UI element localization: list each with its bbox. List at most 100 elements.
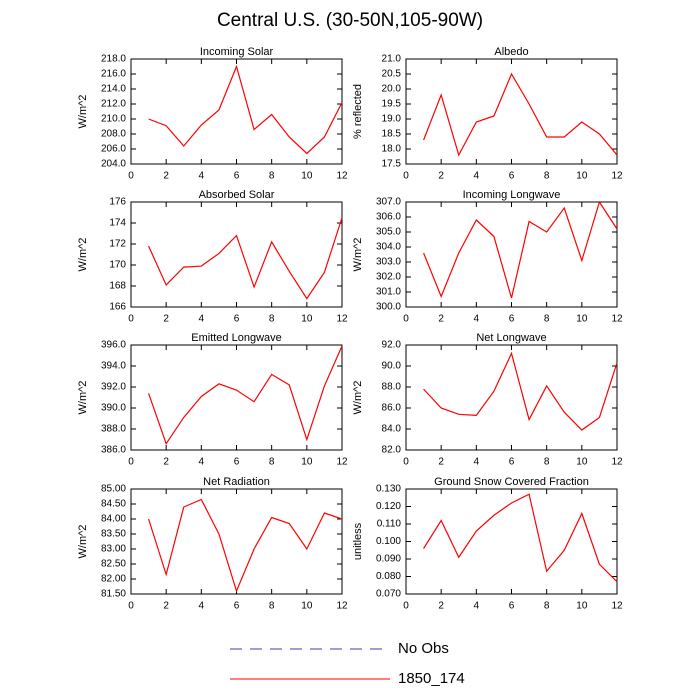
x-tick-label: 2 bbox=[438, 457, 444, 468]
x-tick-label: 12 bbox=[611, 601, 623, 612]
y-tick-label: 302.0 bbox=[376, 272, 401, 283]
y-tick-label: 0.110 bbox=[377, 519, 402, 530]
y-tick-label: 176 bbox=[109, 197, 126, 208]
y-tick-label: 301.0 bbox=[376, 287, 401, 298]
x-tick-label: 4 bbox=[474, 171, 480, 182]
y-tick-label: 388.0 bbox=[101, 424, 126, 435]
x-tick-label: 8 bbox=[544, 601, 550, 612]
panel-title: Emitted Longwave bbox=[191, 332, 282, 344]
y-tick-label: 174 bbox=[109, 218, 126, 229]
panel-title: Ground Snow Covered Fraction bbox=[434, 476, 589, 488]
y-tick-label: 88.0 bbox=[382, 382, 402, 393]
y-tick-label: 206.0 bbox=[101, 144, 126, 155]
y-tick-label: 83.50 bbox=[101, 529, 126, 540]
y-tick-label: 19.5 bbox=[382, 99, 402, 110]
y-axis-label: W/m^2 bbox=[352, 381, 364, 415]
y-tick-label: 303.0 bbox=[376, 257, 401, 268]
y-tick-label: 19.0 bbox=[382, 114, 402, 125]
x-tick-label: 4 bbox=[199, 171, 205, 182]
x-tick-label: 12 bbox=[611, 314, 623, 325]
x-tick-label: 0 bbox=[403, 171, 409, 182]
x-tick-label: 10 bbox=[576, 314, 588, 325]
y-tick-label: 172 bbox=[109, 239, 126, 250]
y-tick-label: 0.100 bbox=[376, 536, 401, 547]
x-tick-label: 6 bbox=[234, 171, 240, 182]
panel-title: Incoming Solar bbox=[200, 46, 274, 58]
y-tick-label: 396.0 bbox=[101, 340, 126, 351]
panel-title: Albedo bbox=[494, 46, 528, 58]
data-line bbox=[148, 64, 343, 155]
x-tick-label: 8 bbox=[544, 314, 550, 325]
plot-frame bbox=[405, 488, 618, 595]
y-tick-label: 82.0 bbox=[382, 445, 402, 456]
y-tick-label: 305.0 bbox=[376, 227, 401, 238]
x-tick-label: 8 bbox=[269, 457, 275, 468]
data-line bbox=[423, 493, 618, 583]
y-axis-label: W/m^2 bbox=[77, 381, 89, 415]
x-tick-label: 2 bbox=[163, 171, 169, 182]
legend-label: No Obs bbox=[398, 640, 449, 657]
x-tick-label: 0 bbox=[128, 171, 134, 182]
x-tick-label: 6 bbox=[509, 601, 515, 612]
plot-frame bbox=[130, 344, 343, 451]
y-tick-label: 82.50 bbox=[101, 559, 126, 570]
x-tick-label: 4 bbox=[199, 457, 205, 468]
y-tick-label: 210.0 bbox=[101, 114, 126, 125]
y-tick-label: 20.5 bbox=[382, 69, 402, 80]
x-tick-label: 6 bbox=[509, 171, 515, 182]
y-tick-label: 307.0 bbox=[376, 197, 401, 208]
y-tick-label: 18.0 bbox=[382, 144, 402, 155]
plot-frame bbox=[405, 344, 618, 451]
y-tick-label: 84.00 bbox=[101, 514, 126, 525]
y-tick-label: 0.090 bbox=[376, 554, 401, 565]
x-tick-label: 0 bbox=[403, 457, 409, 468]
plot-frame bbox=[130, 201, 343, 308]
y-tick-label: 390.0 bbox=[101, 403, 126, 414]
y-tick-label: 82.00 bbox=[101, 574, 126, 585]
x-tick-label: 10 bbox=[301, 601, 313, 612]
y-tick-label: 84.0 bbox=[382, 424, 402, 435]
x-tick-label: 10 bbox=[576, 457, 588, 468]
y-axis-label: W/m^2 bbox=[77, 95, 89, 129]
data-line bbox=[148, 498, 343, 593]
y-tick-label: 218.0 bbox=[101, 54, 126, 65]
y-axis-label: % reflected bbox=[352, 84, 364, 139]
x-tick-label: 6 bbox=[509, 314, 515, 325]
y-axis-label: W/m^2 bbox=[77, 525, 89, 559]
y-tick-label: 90.0 bbox=[382, 361, 402, 372]
y-tick-label: 84.50 bbox=[101, 499, 126, 510]
y-tick-label: 170 bbox=[109, 260, 126, 271]
panel-title: Net Longwave bbox=[476, 332, 546, 344]
x-tick-label: 8 bbox=[544, 171, 550, 182]
panel-title: Incoming Longwave bbox=[463, 189, 561, 201]
y-axis-label: W/m^2 bbox=[352, 238, 364, 272]
x-tick-label: 2 bbox=[163, 601, 169, 612]
y-tick-label: 83.00 bbox=[101, 544, 126, 555]
x-tick-label: 2 bbox=[163, 457, 169, 468]
y-tick-label: 20.0 bbox=[382, 84, 402, 95]
x-tick-label: 0 bbox=[128, 314, 134, 325]
x-tick-label: 0 bbox=[128, 457, 134, 468]
x-tick-label: 12 bbox=[336, 601, 348, 612]
y-tick-label: 392.0 bbox=[101, 382, 126, 393]
plot-frame bbox=[130, 488, 343, 595]
y-axis-label: unitless bbox=[352, 522, 364, 560]
x-tick-label: 8 bbox=[269, 314, 275, 325]
y-tick-label: 86.0 bbox=[382, 403, 402, 414]
y-tick-label: 0.130 bbox=[376, 484, 401, 495]
y-tick-label: 17.5 bbox=[382, 159, 402, 170]
y-tick-label: 168 bbox=[109, 281, 126, 292]
figure-title: Central U.S. (30-50N,105-90W) bbox=[217, 10, 483, 31]
x-tick-label: 6 bbox=[234, 457, 240, 468]
y-tick-label: 81.50 bbox=[101, 589, 126, 600]
x-tick-label: 12 bbox=[611, 457, 623, 468]
x-tick-label: 8 bbox=[269, 601, 275, 612]
data-line bbox=[423, 72, 618, 157]
x-tick-label: 12 bbox=[336, 171, 348, 182]
x-tick-label: 4 bbox=[199, 314, 205, 325]
x-tick-label: 10 bbox=[301, 171, 313, 182]
plot-frame bbox=[405, 58, 618, 165]
x-tick-label: 2 bbox=[163, 314, 169, 325]
x-tick-label: 2 bbox=[438, 314, 444, 325]
